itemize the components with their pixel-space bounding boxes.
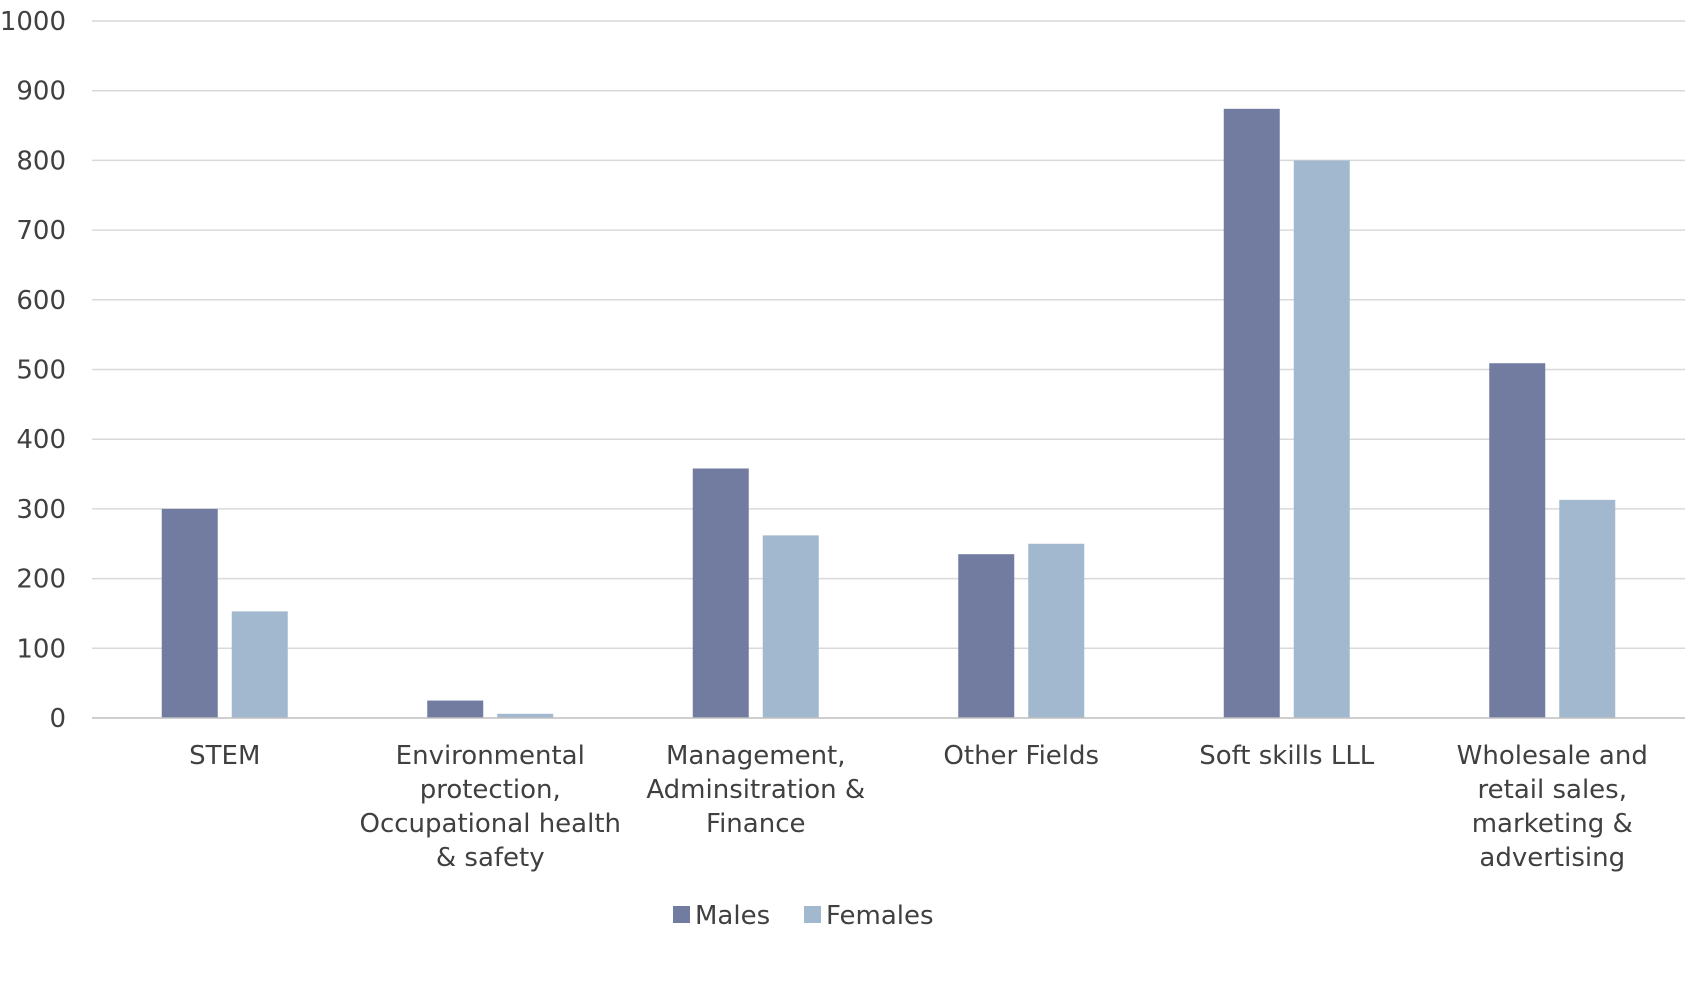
- x-category-label-line: marketing &: [1472, 809, 1633, 839]
- y-tick-label: 400: [16, 425, 66, 455]
- x-category-label-line: Other Fields: [943, 741, 1099, 771]
- bar-females-1: [497, 713, 554, 718]
- x-category-label-line: STEM: [189, 741, 260, 771]
- x-category-label-line: protection,: [420, 775, 561, 805]
- bar-males-2: [692, 468, 749, 718]
- bar-males-5: [1489, 363, 1546, 718]
- x-category-label-line: retail sales,: [1478, 775, 1627, 805]
- x-category-label-line: Environmental: [396, 741, 585, 771]
- gridlines: [92, 20, 1685, 650]
- y-tick-label: 0: [49, 704, 66, 734]
- y-tick-label: 800: [16, 146, 66, 176]
- y-axis: 0 100 200 300 400 500 600 700 800 900 1000: [0, 7, 66, 734]
- x-axis: STEM Environmental protection, Occupational…: [92, 717, 1685, 873]
- legend-swatch-males: [673, 906, 690, 923]
- bar-males-4: [1223, 108, 1280, 718]
- legend-label-males: Males: [695, 901, 770, 931]
- x-category-label-line: Management,: [666, 741, 846, 771]
- bar-females-5: [1559, 499, 1616, 718]
- x-category-label-line: Occupational health: [360, 809, 622, 839]
- legend-swatch-females: [804, 906, 821, 923]
- x-category-label-line: Wholesale and: [1457, 741, 1648, 771]
- bar-females-0: [231, 611, 288, 718]
- y-tick-label: 1000: [0, 7, 66, 37]
- x-category-label: STEM: [189, 741, 260, 771]
- bar-females-2: [762, 535, 819, 718]
- y-tick-label: 100: [16, 634, 66, 664]
- bar-females-3: [1028, 543, 1085, 718]
- x-category-label: Management, Adminsitration & Finance: [646, 741, 865, 839]
- y-tick-label: 700: [16, 216, 66, 246]
- bar-males-3: [958, 554, 1015, 718]
- bar-males-0: [161, 508, 218, 718]
- y-tick-label: 600: [16, 286, 66, 316]
- y-tick-label: 500: [16, 356, 66, 386]
- bar-males-1: [427, 700, 484, 718]
- legend: Males Females: [673, 901, 934, 931]
- x-category-label-line: advertising: [1479, 843, 1625, 873]
- x-category-label: Other Fields: [943, 741, 1099, 771]
- x-category-label: Environmental protection, Occupational hea…: [360, 741, 622, 873]
- x-category-label-line: Finance: [706, 809, 805, 839]
- bar-females-4: [1293, 160, 1350, 718]
- bars: [161, 108, 1616, 718]
- x-category-label-line: Soft skills LLL: [1199, 741, 1375, 771]
- x-category-label: Wholesale and retail sales, marketing & adv…: [1457, 741, 1648, 873]
- x-category-label: Soft skills LLL: [1199, 741, 1375, 771]
- y-tick-label: 200: [16, 565, 66, 595]
- legend-label-females: Females: [826, 901, 934, 931]
- y-tick-label: 300: [16, 495, 66, 525]
- y-tick-label: 900: [16, 77, 66, 107]
- x-category-label-line: Adminsitration &: [646, 775, 865, 805]
- x-category-label-line: & safety: [436, 843, 545, 873]
